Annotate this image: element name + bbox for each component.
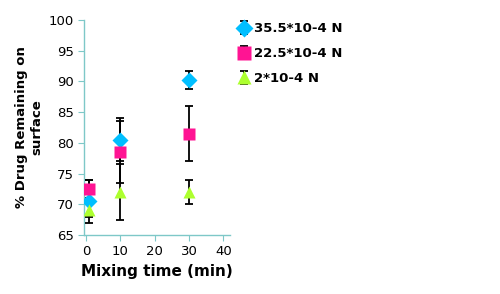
Y-axis label: % Drug Remaining on
surface: % Drug Remaining on surface [15, 46, 43, 208]
Legend: 35.5*10-4 N, 22.5*10-4 N, 2*10-4 N: 35.5*10-4 N, 22.5*10-4 N, 2*10-4 N [238, 22, 343, 85]
X-axis label: Mixing time (min): Mixing time (min) [82, 264, 233, 279]
